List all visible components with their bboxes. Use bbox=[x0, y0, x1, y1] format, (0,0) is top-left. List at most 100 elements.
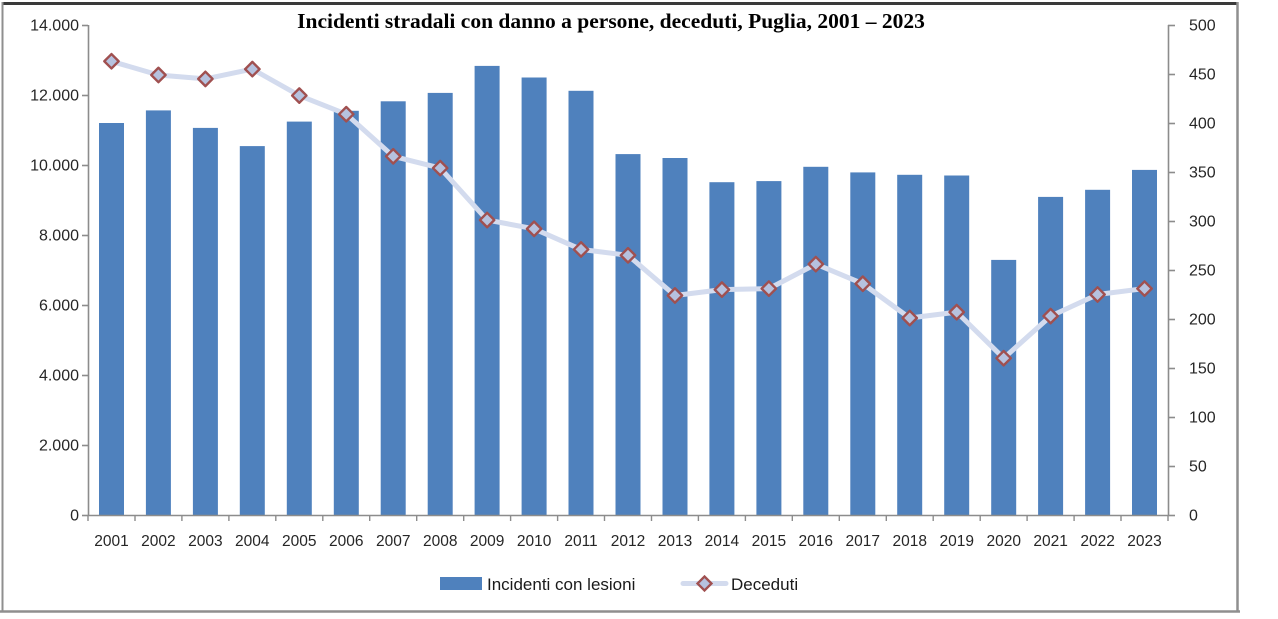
left-axis-tick-label: 6.000 bbox=[39, 298, 79, 315]
legend-label-deceduti: Deceduti bbox=[731, 575, 798, 594]
left-axis-tick-label: 12.000 bbox=[30, 88, 79, 105]
marker-deceduti-2004 bbox=[243, 60, 261, 78]
axis-labels-group: 14.000 12.000 10.000 8.000 6.000 4.000 2.000 0 5… bbox=[30, 18, 1216, 551]
right-axis-tick-label: 50 bbox=[1189, 459, 1207, 476]
marker-deceduti-2005 bbox=[290, 87, 308, 104]
bar-2011 bbox=[568, 90, 594, 516]
marker-deceduti-2020 bbox=[995, 349, 1013, 367]
x-axis-label-2013: 2013 bbox=[658, 533, 692, 550]
marker-deceduti-2022 bbox=[1089, 286, 1106, 303]
bar-2001 bbox=[99, 123, 124, 515]
marker-deceduti-2001 bbox=[103, 52, 120, 70]
x-axis-label-2003: 2003 bbox=[188, 533, 222, 550]
marker-deceduti-2019 bbox=[948, 303, 966, 321]
bar-2006 bbox=[333, 110, 359, 516]
x-axis-label-2017: 2017 bbox=[846, 533, 880, 550]
bar-2002 bbox=[145, 110, 171, 516]
marker-deceduti-2015 bbox=[760, 280, 778, 298]
x-axis-label-2007: 2007 bbox=[376, 533, 410, 550]
marker-deceduti-2010 bbox=[525, 220, 543, 238]
bar-2018 bbox=[897, 174, 923, 516]
bar-2008 bbox=[427, 92, 453, 516]
legend-label-incidenti: Incidenti con lesioni bbox=[487, 575, 635, 594]
bar-2015 bbox=[756, 181, 782, 515]
x-axis-label-2015: 2015 bbox=[752, 533, 786, 550]
right-axis-tick-label: 200 bbox=[1189, 312, 1216, 329]
x-axis-label-2014: 2014 bbox=[705, 533, 740, 550]
bar-2019 bbox=[944, 175, 970, 515]
x-axis-label-2006: 2006 bbox=[329, 533, 363, 550]
marker-deceduti-2011 bbox=[572, 241, 590, 258]
marker-deceduti-2023 bbox=[1136, 280, 1153, 298]
right-axis-tick-label: 0 bbox=[1189, 508, 1198, 525]
left-axis-tick-label: 4.000 bbox=[39, 368, 79, 385]
right-axis-tick-label: 300 bbox=[1189, 214, 1216, 231]
marker-deceduti-2008 bbox=[431, 159, 449, 177]
right-axis-tick-label: 500 bbox=[1189, 18, 1216, 35]
axes-group bbox=[82, 24, 1175, 521]
left-axis-tick-label: 14.000 bbox=[30, 18, 79, 35]
marker-deceduti-2009 bbox=[478, 211, 496, 229]
bar-2003 bbox=[192, 127, 218, 516]
marker-deceduti-2003 bbox=[196, 70, 214, 88]
bar-2004 bbox=[239, 146, 265, 515]
x-axis-label-2020: 2020 bbox=[986, 533, 1021, 550]
marker-deceduti-2013 bbox=[666, 287, 684, 304]
marker-deceduti-2006 bbox=[337, 105, 355, 123]
x-axis-label-2001: 2001 bbox=[94, 533, 128, 550]
marker-deceduti-2007 bbox=[384, 147, 402, 165]
right-axis-tick-label: 400 bbox=[1189, 116, 1216, 133]
left-axis-tick-label: 10.000 bbox=[30, 158, 79, 175]
x-axis-label-2019: 2019 bbox=[939, 533, 973, 550]
marker-deceduti-2014 bbox=[713, 281, 731, 298]
x-axis-label-2022: 2022 bbox=[1080, 533, 1114, 550]
marker-deceduti-2018 bbox=[901, 309, 919, 327]
left-axis-tick-label: 8.000 bbox=[39, 228, 79, 245]
left-axis-tick-label: 2.000 bbox=[39, 438, 79, 455]
bar-2017 bbox=[850, 172, 876, 515]
legend-marker-deceduti bbox=[695, 574, 714, 593]
bar-2013 bbox=[662, 158, 688, 515]
bar-2010 bbox=[521, 77, 547, 515]
bar-2023 bbox=[1132, 169, 1157, 515]
x-axis-label-2008: 2008 bbox=[423, 533, 457, 550]
left-axis-tick-label: 0 bbox=[70, 508, 79, 525]
bar-2007 bbox=[380, 101, 406, 516]
x-axis-label-2002: 2002 bbox=[141, 533, 175, 550]
bar-2021 bbox=[1038, 196, 1064, 515]
legend-swatch-incidenti bbox=[440, 577, 482, 590]
line-series-group bbox=[103, 52, 1153, 367]
x-axis-label-2011: 2011 bbox=[564, 533, 597, 550]
x-axis-label-2010: 2010 bbox=[517, 533, 552, 550]
marker-deceduti-2012 bbox=[619, 246, 637, 264]
right-axis-tick-label: 450 bbox=[1189, 67, 1216, 84]
right-axis-tick-label: 250 bbox=[1189, 263, 1216, 280]
chart-title: Incidenti stradali con danno a persone, … bbox=[297, 9, 925, 33]
x-axis-label-2023: 2023 bbox=[1127, 533, 1161, 550]
bar-2014 bbox=[709, 182, 735, 515]
marker-deceduti-2021 bbox=[1042, 307, 1060, 325]
right-axis-tick-label: 100 bbox=[1189, 410, 1216, 427]
x-axis-label-2009: 2009 bbox=[470, 533, 504, 550]
bar-2009 bbox=[474, 65, 500, 516]
marker-deceduti-2016 bbox=[807, 255, 825, 273]
bar-2020 bbox=[991, 259, 1017, 515]
x-axis-label-2012: 2012 bbox=[611, 533, 645, 550]
x-axis-label-2018: 2018 bbox=[892, 533, 926, 550]
right-axis-tick-label: 350 bbox=[1189, 165, 1216, 182]
bar-2022 bbox=[1085, 189, 1111, 516]
chart-frame bbox=[0, 2, 1240, 613]
marker-deceduti-2017 bbox=[854, 275, 872, 293]
right-axis-tick-label: 150 bbox=[1189, 361, 1216, 378]
legend: Incidenti con lesioni Deceduti bbox=[440, 574, 798, 594]
bar-2012 bbox=[615, 154, 641, 515]
bar-2005 bbox=[286, 121, 312, 515]
bar-series-group bbox=[99, 65, 1157, 516]
x-axis-label-2005: 2005 bbox=[282, 533, 316, 550]
bar-2016 bbox=[803, 166, 829, 516]
marker-deceduti-2002 bbox=[150, 66, 167, 84]
x-axis-label-2016: 2016 bbox=[799, 533, 833, 550]
x-axis-label-2004: 2004 bbox=[235, 533, 270, 550]
